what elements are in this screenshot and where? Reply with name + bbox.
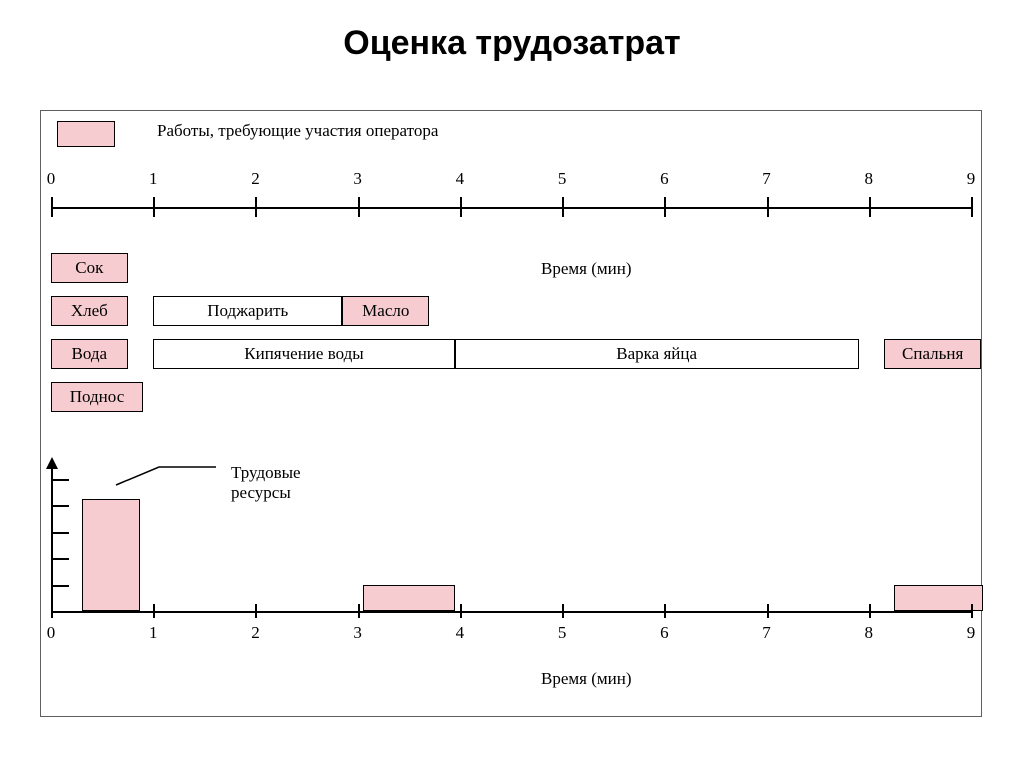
x-tick [460, 604, 462, 618]
y-tick [51, 532, 69, 534]
x-tick-label: 5 [552, 623, 572, 643]
x-tick [153, 604, 155, 618]
x-tick-label: 8 [859, 169, 879, 189]
x-tick-label: 7 [757, 169, 777, 189]
x-tick-label: 1 [143, 623, 163, 643]
x-axis [51, 207, 971, 209]
resources-pointer [41, 111, 981, 716]
x-tick-label: 3 [348, 169, 368, 189]
legend-label: Работы, требующие участия оператора [157, 121, 438, 141]
y-tick [51, 558, 69, 560]
x-tick [869, 604, 871, 618]
x-tick [767, 197, 769, 217]
x-tick-label: 2 [245, 623, 265, 643]
x-tick-label: 3 [348, 623, 368, 643]
gantt-task: Спальня [884, 339, 981, 369]
y-axis [51, 459, 53, 611]
resource-bar [82, 499, 140, 611]
x-tick-label: 2 [245, 169, 265, 189]
x-tick [153, 197, 155, 217]
x-tick [971, 197, 973, 217]
x-tick [664, 604, 666, 618]
gantt-task: Масло [342, 296, 429, 326]
legend-swatch [57, 121, 115, 147]
x-tick [767, 604, 769, 618]
gantt-task: Поджарить [153, 296, 342, 326]
gantt-task: Поднос [51, 382, 143, 412]
y-tick [51, 585, 69, 587]
x-tick-label: 8 [859, 623, 879, 643]
gantt-task: Хлеб [51, 296, 128, 326]
title-text: Оценка трудозатрат [343, 24, 680, 62]
page-title: Оценка трудозатрат [0, 24, 1024, 63]
x-tick [562, 197, 564, 217]
gantt-task: Сок [51, 253, 128, 283]
x-axis-title: Время (мин) [541, 669, 632, 689]
gantt-task: Кипячение воды [153, 339, 455, 369]
x-tick [664, 197, 666, 217]
x-tick-label: 0 [41, 623, 61, 643]
x-tick [358, 197, 360, 217]
x-tick-label: 7 [757, 623, 777, 643]
resources-label: Трудовые ресурсы [231, 463, 301, 503]
x-tick-label: 4 [450, 623, 470, 643]
x-tick [255, 604, 257, 618]
gantt-task: Варка яйца [455, 339, 859, 369]
x-tick [869, 197, 871, 217]
x-axis [51, 611, 971, 613]
x-tick [562, 604, 564, 618]
chart-frame: Работы, требующие участия оператора 0 1 2 3 4… [40, 110, 982, 717]
x-tick-label: 9 [961, 623, 981, 643]
x-tick-label: 0 [41, 169, 61, 189]
gantt-task: Вода [51, 339, 128, 369]
x-tick-label: 1 [143, 169, 163, 189]
x-tick [358, 604, 360, 618]
x-tick [51, 197, 53, 217]
x-tick [51, 604, 53, 618]
x-axis-title: Время (мин) [541, 259, 632, 279]
y-tick [51, 479, 69, 481]
x-tick [255, 197, 257, 217]
x-tick-label: 6 [654, 169, 674, 189]
y-axis-arrow [46, 457, 58, 469]
x-tick-label: 9 [961, 169, 981, 189]
x-tick-label: 4 [450, 169, 470, 189]
resource-bar [894, 585, 983, 611]
x-tick [460, 197, 462, 217]
resource-bar [363, 585, 455, 611]
x-tick-label: 5 [552, 169, 572, 189]
x-tick-label: 6 [654, 623, 674, 643]
x-tick [971, 604, 973, 618]
y-tick [51, 505, 69, 507]
